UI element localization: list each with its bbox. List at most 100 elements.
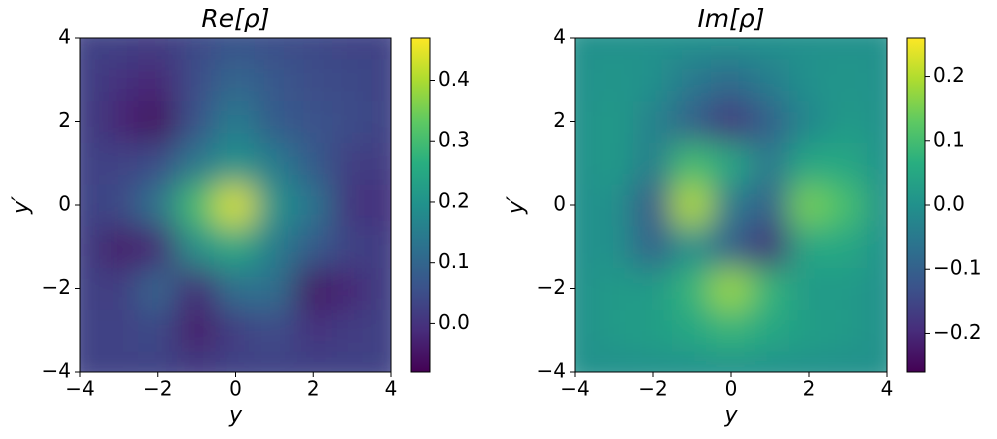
heatmap-cell — [750, 308, 790, 352]
heatmap-cell — [594, 100, 634, 143]
heatmap-cell — [371, 58, 391, 102]
heatmap-cell — [711, 141, 751, 185]
heatmap-cell — [137, 183, 178, 227]
heatmap-cell — [371, 38, 391, 60]
heatmap-cell — [137, 58, 178, 102]
heatmap-cell — [828, 267, 868, 310]
heatmap-cell — [80, 350, 100, 372]
heatmap-cell — [332, 183, 373, 227]
heatmap-cell — [293, 267, 334, 310]
heatmap-cell — [98, 308, 139, 352]
x-axis-label: y — [228, 403, 243, 428]
heatmap-cell — [828, 225, 868, 269]
heatmap-cell — [98, 350, 139, 372]
heatmap-cell — [750, 350, 790, 372]
heatmap-cell — [633, 38, 673, 60]
heatmap-cell — [575, 100, 595, 143]
x-tick-label: 4 — [385, 377, 398, 401]
heatmap-cell — [633, 141, 673, 185]
heatmap-cell — [867, 58, 887, 102]
heatmap-cell — [828, 308, 868, 352]
heatmap-cell — [711, 267, 751, 310]
heatmap-cell — [711, 308, 751, 352]
heatmap-cell — [293, 38, 334, 60]
heatmap-cell — [594, 350, 634, 372]
heatmap-cell — [575, 267, 595, 310]
heatmap-cell — [98, 38, 139, 60]
heatmap-cell — [215, 308, 256, 352]
colorbar-tick-label: 0.2 — [438, 188, 470, 212]
heatmap-cell — [293, 225, 334, 269]
heatmap-cell — [789, 267, 829, 310]
heatmap-cell — [254, 58, 295, 102]
heatmap-cell — [293, 141, 334, 185]
heatmap-cell — [332, 225, 373, 269]
heatmap-cell — [332, 58, 373, 102]
heatmap-cell — [80, 100, 100, 143]
heatmap-cell — [789, 141, 829, 185]
heatmap-cell — [98, 141, 139, 185]
heatmap-cell — [80, 267, 100, 310]
x-tick-label: −2 — [638, 377, 667, 401]
colorbar — [906, 37, 926, 373]
heatmap-cell — [215, 58, 256, 102]
heatmap-cell — [633, 308, 673, 352]
x-tick-label: 4 — [881, 377, 894, 401]
heatmap-cell — [98, 100, 139, 143]
heatmap-cell — [176, 58, 217, 102]
heatmap-cell — [633, 267, 673, 310]
heatmap-cell — [672, 308, 712, 352]
heatmap-cell — [254, 38, 295, 60]
heatmap-cell — [215, 141, 256, 185]
y-tick-label: −2 — [537, 275, 566, 299]
heatmap-cell — [137, 141, 178, 185]
heatmap-cell — [176, 38, 217, 60]
heatmap-cell — [215, 100, 256, 143]
heatmap-cell — [137, 100, 178, 143]
heatmap-cell — [254, 141, 295, 185]
colorbar-tick-label: −0.1 — [933, 256, 982, 280]
heatmap-cell — [750, 141, 790, 185]
heatmap-cell — [828, 100, 868, 143]
heatmap-cell — [594, 308, 634, 352]
colorbar-tick-label: 0.2 — [933, 63, 965, 87]
heatmap-cell — [711, 100, 751, 143]
heatmap-cell — [594, 141, 634, 185]
heatmap-cell — [672, 350, 712, 372]
heatmap-cell — [789, 183, 829, 227]
heatmap-cell — [867, 225, 887, 269]
heatmap-cell — [594, 183, 634, 227]
heatmap — [575, 38, 887, 372]
heatmap-cell — [828, 350, 868, 372]
heatmap-cell — [371, 100, 391, 143]
heatmap-cell — [672, 183, 712, 227]
heatmap-cell — [633, 183, 673, 227]
heatmap-cell — [332, 38, 373, 60]
colorbar — [410, 37, 431, 373]
heatmap-cell — [254, 225, 295, 269]
heatmap-cell — [80, 225, 100, 269]
heatmap-cells — [575, 38, 887, 372]
heatmap-cell — [828, 38, 868, 60]
colorbar-tick-label: 0.4 — [438, 67, 470, 91]
heatmap-cell — [633, 225, 673, 269]
x-tick-label: −4 — [65, 377, 94, 401]
heatmap-cell — [98, 58, 139, 102]
heatmap-cell — [254, 350, 295, 372]
heatmap-cell — [575, 38, 595, 60]
heatmap-cell — [137, 38, 178, 60]
heatmap-cell — [789, 58, 829, 102]
heatmap-cell — [711, 225, 751, 269]
heatmap-cell — [371, 308, 391, 352]
heatmap-cell — [789, 308, 829, 352]
heatmap-cell — [254, 267, 295, 310]
heatmap-cell — [80, 141, 100, 185]
colorbar-tick-label: 0.0 — [438, 310, 470, 334]
heatmap-cell — [867, 100, 887, 143]
heatmap-cell — [215, 38, 256, 60]
x-tick-label: −4 — [560, 377, 589, 401]
heatmap-cell — [575, 58, 595, 102]
heatmap-cell — [828, 58, 868, 102]
colorbar-tick-label: 0.1 — [933, 127, 965, 151]
